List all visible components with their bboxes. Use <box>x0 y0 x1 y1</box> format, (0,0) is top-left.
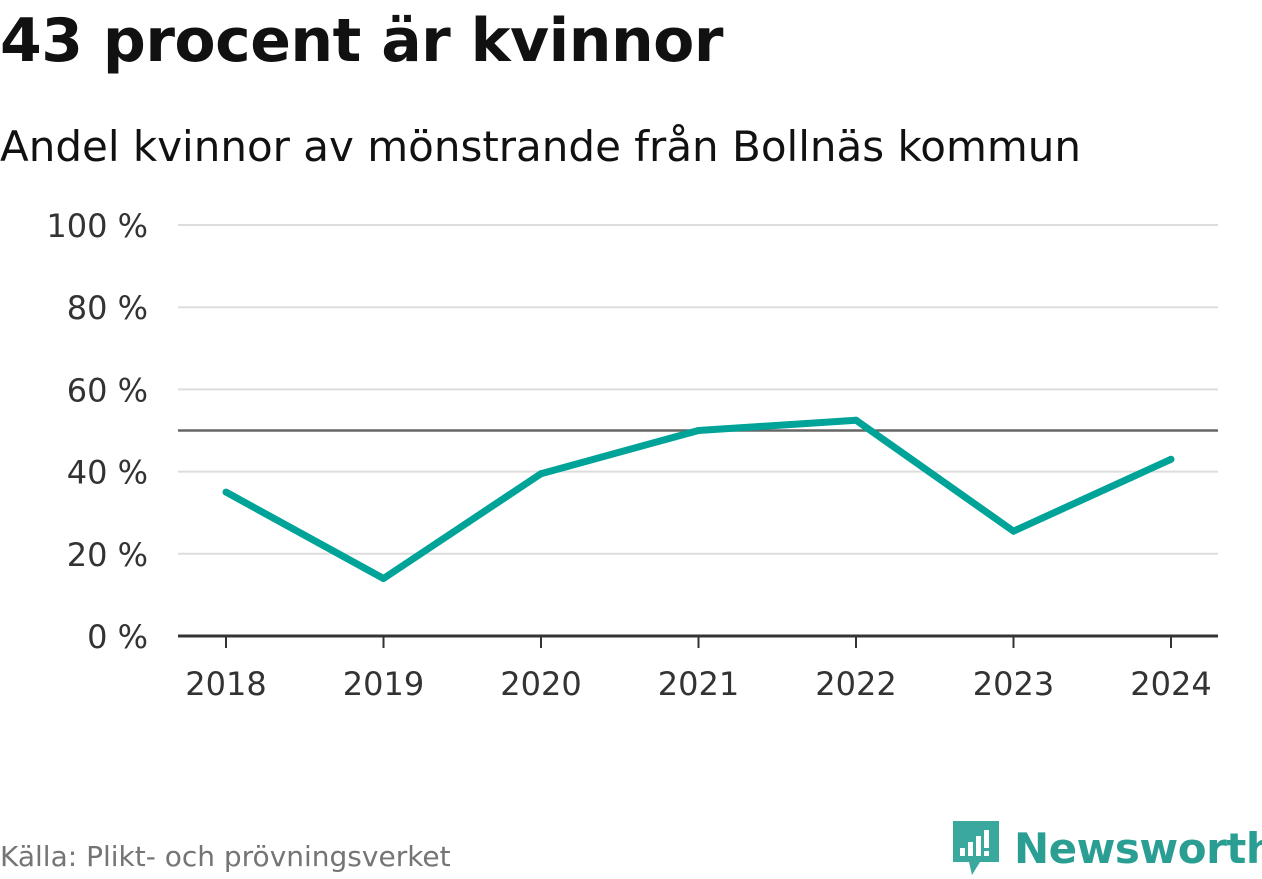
y-tick-label: 80 % <box>67 289 148 327</box>
y-tick-label: 20 % <box>67 536 148 574</box>
x-tick-label: 2019 <box>343 665 424 703</box>
data-point <box>537 470 545 478</box>
x-tick-label: 2020 <box>500 665 581 703</box>
data-point <box>1167 455 1175 463</box>
source-note: Källa: Plikt- och prövningsverket <box>0 840 451 873</box>
data-point <box>1010 527 1017 535</box>
chart-title: 43 procent är kvinnor <box>0 6 723 76</box>
data-point <box>222 488 230 496</box>
y-tick-label: 40 % <box>67 454 148 492</box>
y-tick-label: 0 % <box>87 618 148 656</box>
x-tick-label: 2018 <box>185 665 266 703</box>
y-tick-label: 100 % <box>46 207 148 245</box>
data-point <box>695 427 702 434</box>
x-tick-label: 2021 <box>658 665 739 703</box>
chart-subtitle: Andel kvinnor av mönstrande från Bollnäs… <box>0 122 1082 171</box>
data-point <box>380 574 387 582</box>
x-tick-label: 2023 <box>973 665 1054 703</box>
series-group <box>222 416 1175 582</box>
newsworthy-logo-icon <box>953 821 999 875</box>
x-tick-label: 2024 <box>1130 665 1211 703</box>
y-tick-label: 60 % <box>67 371 148 409</box>
grid-lines <box>178 224 1218 555</box>
newsworthy-logo: Newsworthy <box>950 818 1262 878</box>
data-point <box>852 416 860 424</box>
x-axis-tick-labels: 2018 2019 2020 2021 2022 2023 2024 <box>185 665 1211 703</box>
y-axis-tick-labels: 0 % 20 % 40 % 60 % 80 % 100 % <box>46 207 148 656</box>
x-axis <box>178 634 1218 648</box>
x-tick-label: 2022 <box>815 665 896 703</box>
newsworthy-logo-text: Newsworthy <box>1014 823 1262 873</box>
